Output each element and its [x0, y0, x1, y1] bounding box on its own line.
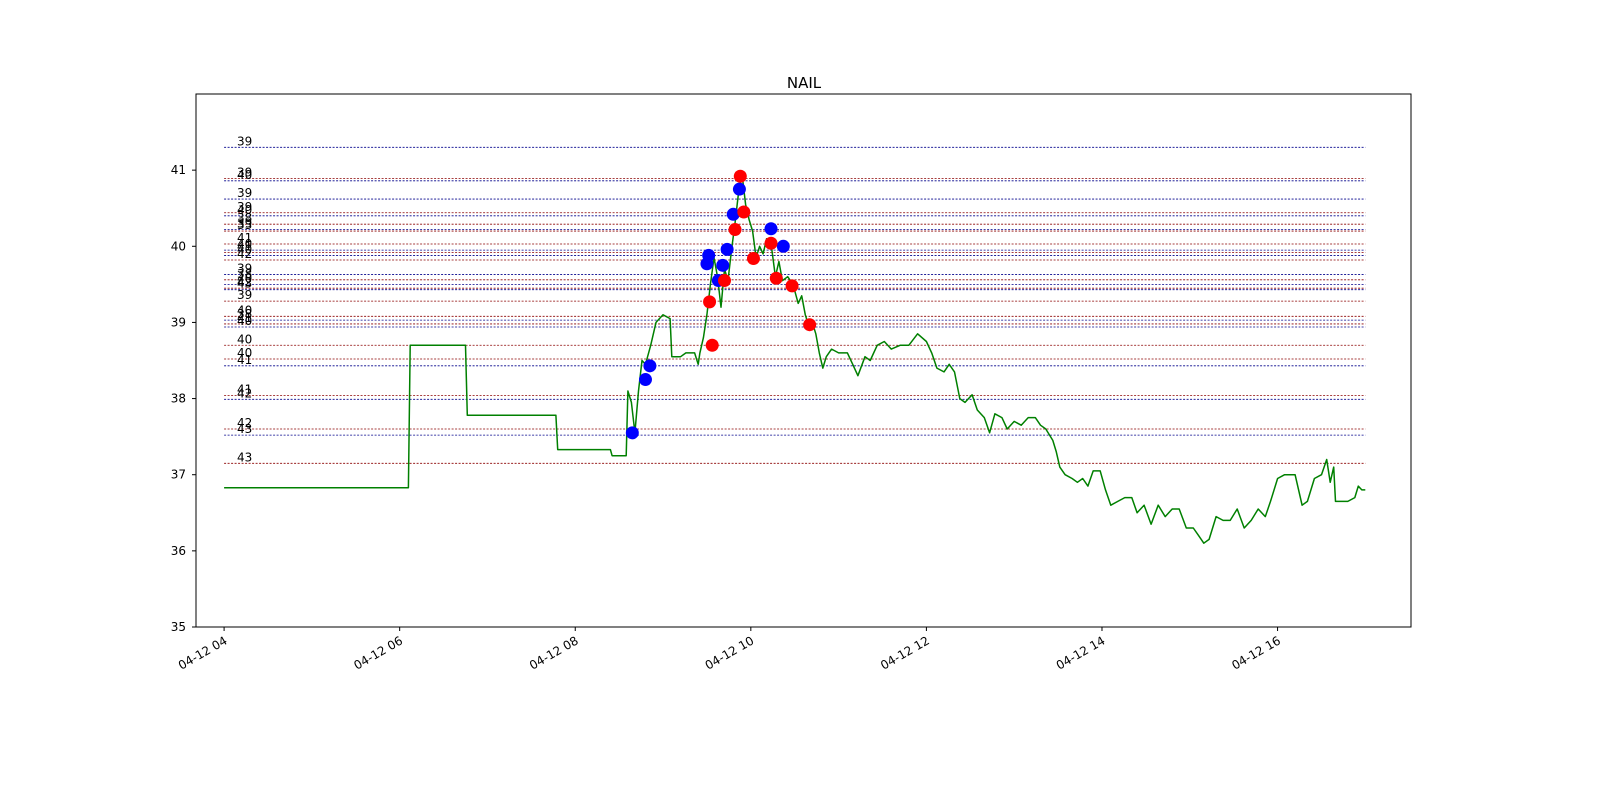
level-label: 38	[237, 267, 252, 281]
level-label: 39	[237, 134, 252, 148]
level-label: 40	[237, 168, 252, 182]
level-label: 39	[237, 200, 252, 214]
level-label: 41	[237, 383, 252, 397]
level-label: 43	[237, 277, 252, 291]
plot-frame	[195, 93, 1412, 628]
level-label: 41	[237, 239, 252, 253]
y-axis: 35 36 37 38 39 40 41	[171, 163, 196, 634]
buy-marker	[726, 207, 740, 221]
line-layer	[224, 173, 1366, 544]
buy-marker	[776, 239, 790, 253]
level-label: 40	[237, 271, 252, 285]
sell-marker	[733, 169, 747, 183]
level-label: 39	[237, 217, 252, 231]
level-label: 40	[237, 203, 252, 217]
buy-marker	[732, 182, 746, 196]
level-label: 41	[237, 353, 252, 367]
sell-marker	[746, 251, 760, 265]
sell-marker	[785, 279, 799, 293]
buy-marker	[716, 258, 730, 272]
level-label: 42	[237, 247, 252, 261]
sell-marker	[737, 205, 751, 219]
buy-marker	[625, 426, 639, 440]
level-label: 39	[237, 261, 252, 275]
sell-marker	[705, 338, 719, 352]
level-label: 40	[237, 237, 252, 251]
level-label: 41	[237, 311, 252, 325]
level-label: 42	[237, 416, 252, 430]
level-label: 40	[237, 332, 252, 346]
sell-marker	[803, 318, 817, 332]
level-label: 43	[237, 450, 252, 464]
sell-marker	[769, 271, 783, 285]
sell-marker	[717, 274, 731, 288]
level-label: 41	[237, 231, 252, 245]
y-tick-label: 37	[171, 468, 186, 482]
sell-marker	[703, 295, 717, 309]
level-label: 40	[237, 242, 252, 256]
y-tick-label: 39	[171, 315, 186, 329]
y-tick-label: 36	[171, 544, 186, 558]
y-tick-label: 41	[171, 163, 186, 177]
sell-marker	[764, 236, 778, 250]
buy-marker	[702, 248, 716, 262]
y-tick-label: 38	[171, 392, 186, 406]
level-label: 39	[237, 166, 252, 180]
level-label: 42	[237, 386, 252, 400]
level-label: 39	[237, 186, 252, 200]
level-label: 40	[237, 346, 252, 360]
y-tick-label: 35	[171, 620, 186, 634]
series-line-price	[224, 173, 1366, 544]
level-label: 40	[237, 314, 252, 328]
chart-title: NAIL	[787, 74, 822, 92]
level-label: 38	[237, 211, 252, 225]
level-label: 33	[237, 218, 252, 232]
level-label: 40	[237, 303, 252, 317]
buy-marker	[638, 373, 652, 387]
marker-layer	[625, 169, 817, 440]
y-tick-label: 40	[171, 239, 186, 253]
level-label: 43	[237, 422, 252, 436]
buy-marker	[643, 359, 657, 373]
buy-marker	[720, 242, 734, 256]
sell-marker	[728, 223, 742, 237]
level-label: 39	[237, 288, 252, 302]
level-label: 38	[237, 307, 252, 321]
level-label: 42	[237, 275, 252, 289]
buy-marker	[764, 222, 778, 236]
